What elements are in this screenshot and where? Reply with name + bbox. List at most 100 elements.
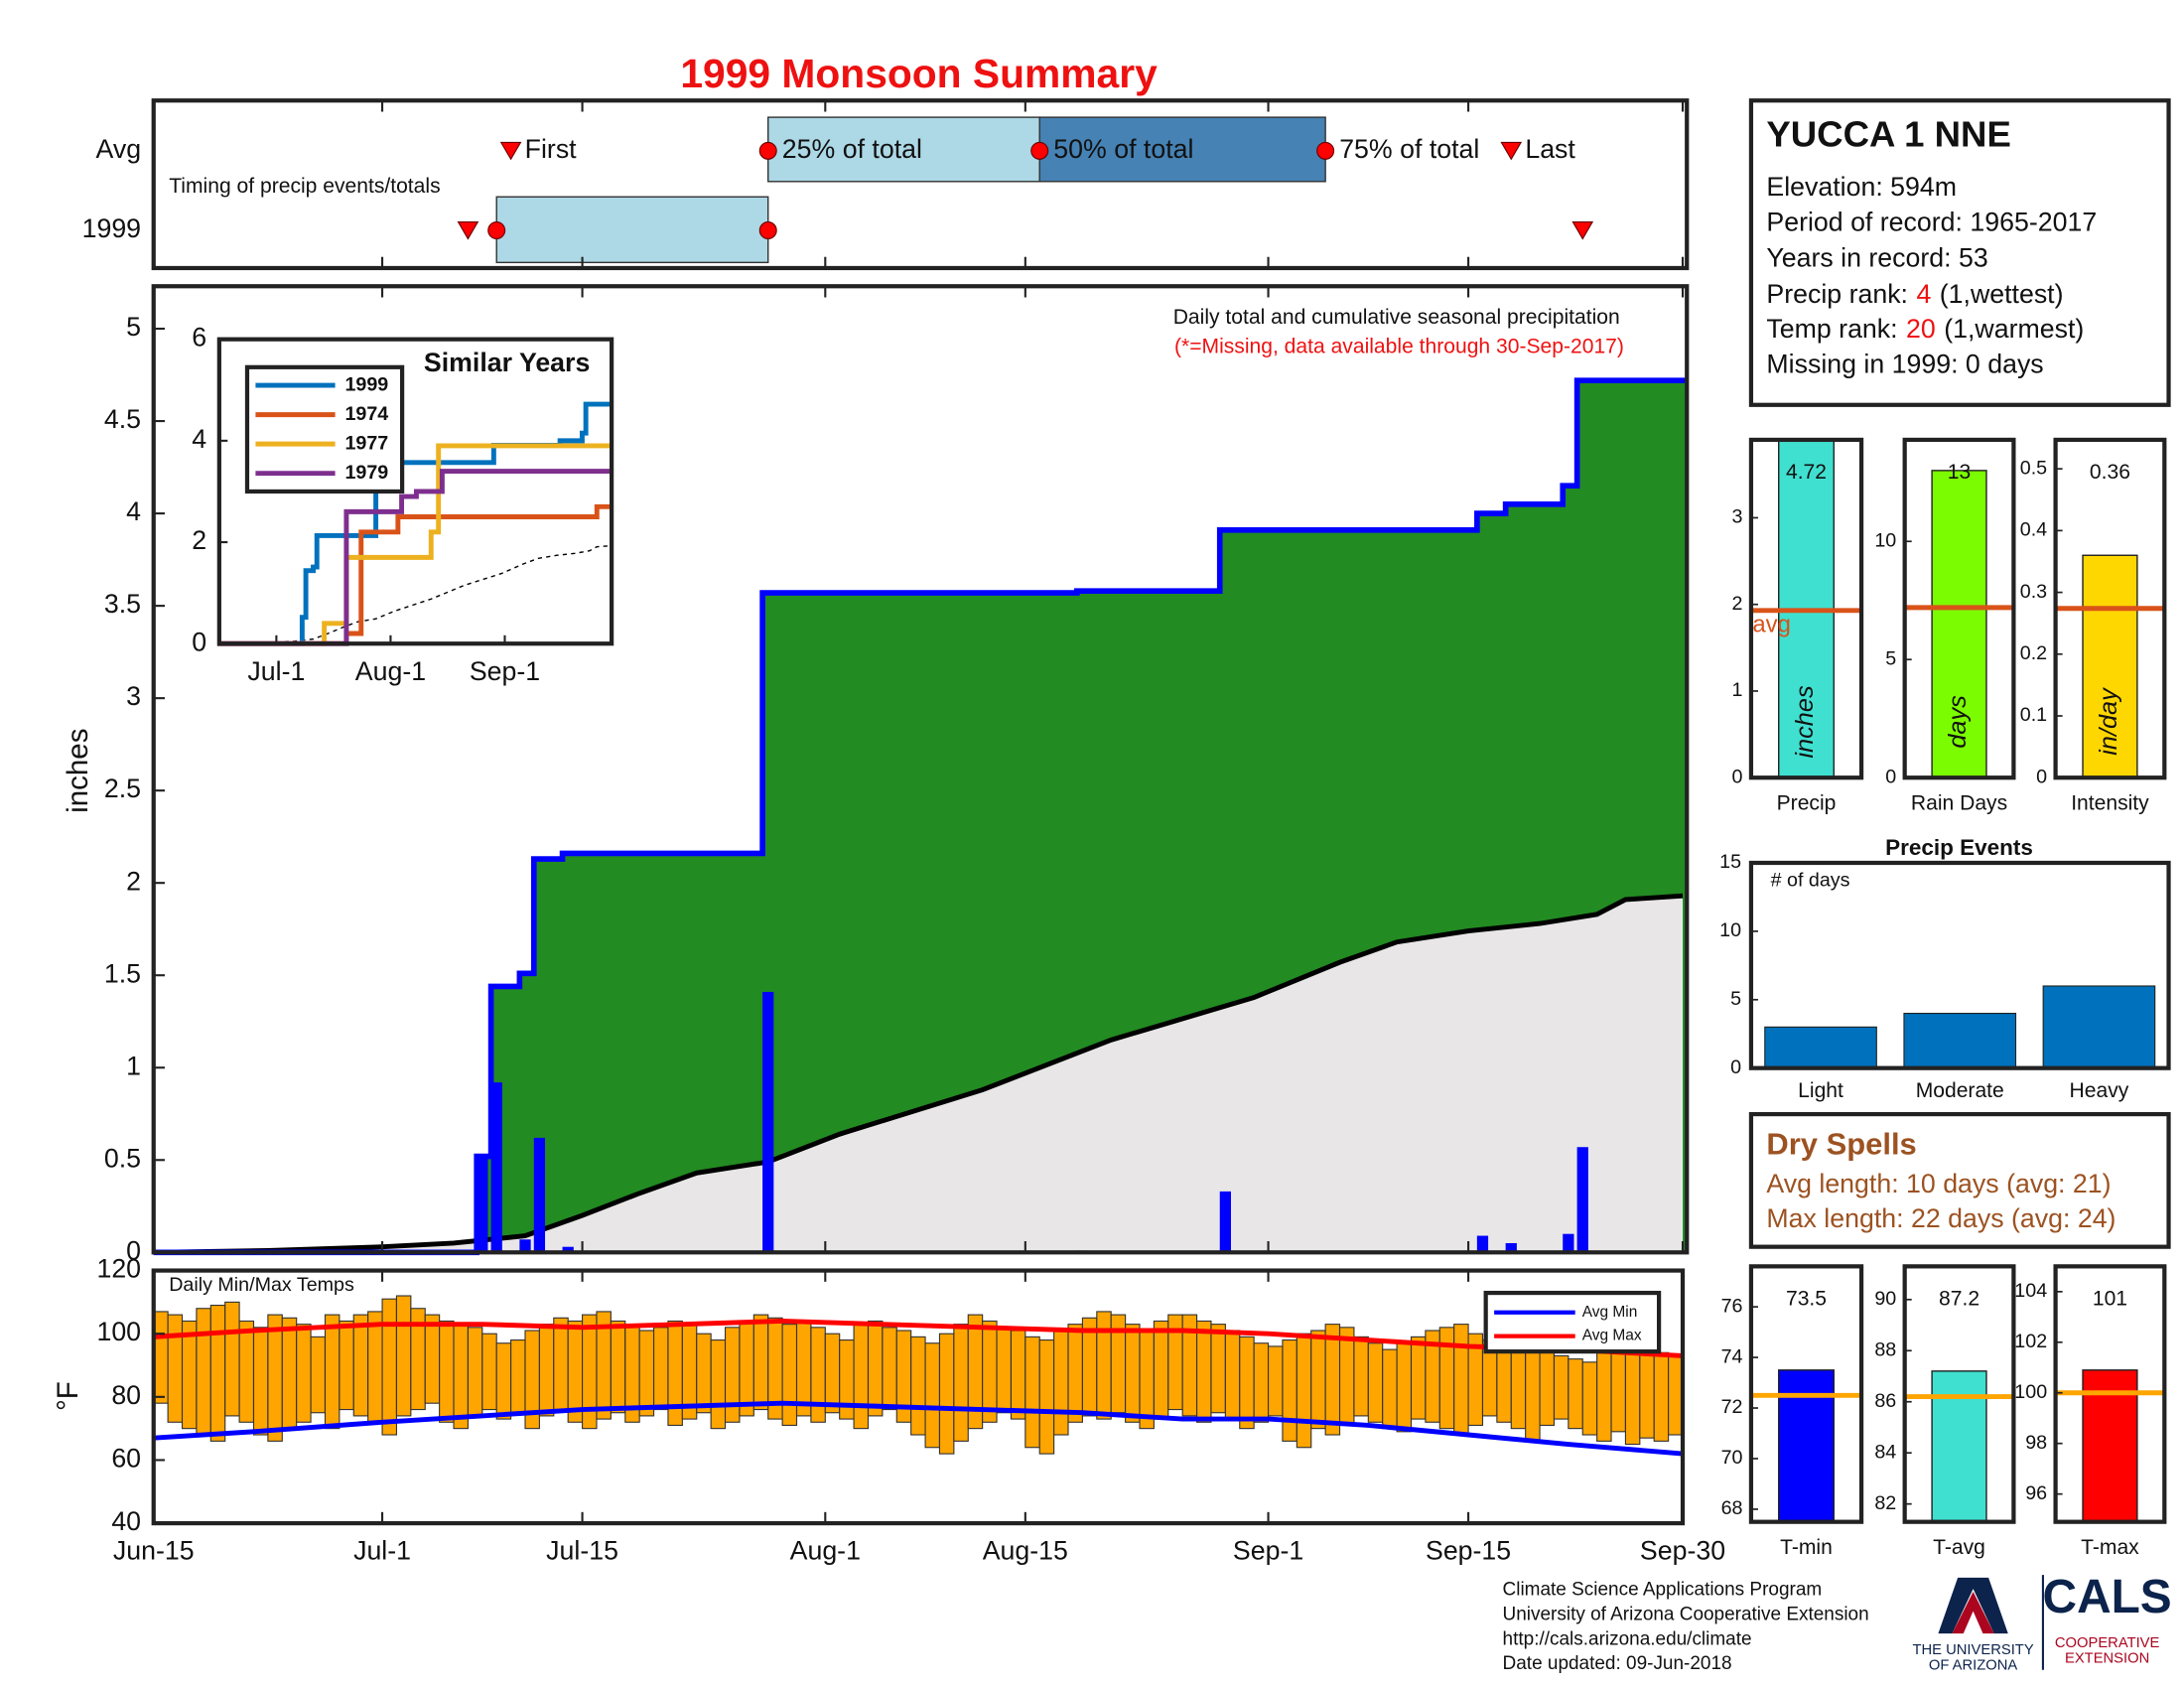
gauge-label: Precip bbox=[1777, 792, 1837, 815]
temp-bar bbox=[1539, 1351, 1556, 1427]
inset-frame bbox=[216, 337, 614, 646]
temp-bar bbox=[824, 1333, 841, 1414]
temp-bar bbox=[1367, 1342, 1384, 1423]
gauge-bar bbox=[1931, 470, 1987, 778]
y-tick-label: 1.5 bbox=[104, 958, 141, 988]
station-name: YUCCA 1 NNE bbox=[1766, 113, 2010, 154]
timing-triangle bbox=[499, 141, 522, 161]
gauge-tick-label: 0.4 bbox=[2020, 519, 2047, 541]
timing-band bbox=[495, 196, 769, 264]
gauge-tick-label: 90 bbox=[1874, 1288, 1896, 1310]
y-tick-label: 60 bbox=[111, 1444, 141, 1474]
temp-bar bbox=[424, 1314, 441, 1404]
temp-bar bbox=[339, 1320, 354, 1411]
temp-bar bbox=[196, 1308, 211, 1436]
row-label: 1999 bbox=[82, 213, 141, 243]
temp-bar bbox=[1239, 1336, 1255, 1430]
panel-title: Daily total and cumulative seasonal prec… bbox=[1173, 306, 1620, 329]
temp-bar bbox=[167, 1314, 184, 1423]
panel-title: Daily Min/Max Temps bbox=[169, 1274, 354, 1296]
temp-bar bbox=[481, 1333, 497, 1411]
temp-bar bbox=[810, 1327, 826, 1423]
temp-bar bbox=[1568, 1358, 1583, 1430]
temp-bar bbox=[453, 1324, 469, 1430]
daily-bar bbox=[562, 1246, 574, 1253]
gauge-tick-label: 84 bbox=[1874, 1441, 1896, 1463]
daily-bar bbox=[519, 1239, 531, 1253]
y-axis-label: inches bbox=[62, 729, 94, 813]
legend-label: Avg Max bbox=[1582, 1328, 1642, 1344]
timing-band bbox=[1038, 116, 1326, 183]
inset-series bbox=[217, 443, 613, 646]
temp-bar bbox=[395, 1295, 412, 1417]
temp-bar bbox=[1310, 1330, 1326, 1430]
inset-x-label: Sep-1 bbox=[470, 656, 540, 686]
temp-legend bbox=[1483, 1290, 1662, 1354]
y-tick-label: 0 bbox=[126, 1235, 141, 1265]
inset-y-label: 0 bbox=[192, 627, 206, 656]
x-tick-label: Jul-1 bbox=[353, 1536, 411, 1566]
gauge-tick-label: 0 bbox=[1885, 766, 1896, 787]
footer-line: http://cals.arizona.edu/climate bbox=[1503, 1628, 1752, 1649]
timing-frame bbox=[151, 98, 1690, 271]
station-rank: Precip rank: 4 (1,wettest) bbox=[1766, 279, 2063, 309]
logo-cals: CALS bbox=[2043, 1571, 2172, 1623]
daily-bar bbox=[490, 1082, 502, 1253]
temp-bar bbox=[238, 1320, 255, 1423]
temp-bar bbox=[996, 1327, 1013, 1414]
temp-bar bbox=[752, 1314, 769, 1411]
gauge-label: Rain Days bbox=[1911, 792, 2007, 815]
temp-bars bbox=[153, 1295, 1684, 1455]
timing-legend: Last bbox=[1525, 134, 1575, 164]
temp-bar bbox=[310, 1336, 327, 1414]
temp-bar bbox=[982, 1320, 998, 1423]
temp-bar bbox=[1353, 1336, 1369, 1417]
temp-bar bbox=[924, 1342, 941, 1449]
inset-y-label: 4 bbox=[192, 424, 206, 454]
gauge-value: 87.2 bbox=[1939, 1288, 1979, 1311]
timing-dot bbox=[758, 141, 777, 160]
gauge-unit: in/day bbox=[2095, 687, 2122, 756]
y-tick-label: 80 bbox=[111, 1380, 141, 1410]
inset-legend bbox=[244, 364, 405, 494]
daily-bar bbox=[1219, 1191, 1231, 1253]
gauge-plot bbox=[1750, 1369, 1862, 1522]
temp-bar bbox=[252, 1327, 269, 1436]
gauge-unit: inches bbox=[1791, 685, 1819, 758]
gauge-tick-label: 5 bbox=[1885, 647, 1896, 669]
gauge-tick-label: 1 bbox=[1732, 679, 1743, 701]
temp-bar bbox=[938, 1333, 955, 1455]
x-tick-label: Sep-1 bbox=[1233, 1536, 1303, 1566]
temp-bar bbox=[1224, 1330, 1241, 1420]
ua-logo bbox=[1938, 1575, 2044, 1670]
y-tick-label: 100 bbox=[96, 1317, 141, 1346]
legend-label: 1974 bbox=[344, 403, 388, 425]
temp-bar bbox=[153, 1311, 169, 1404]
y-tick-label: 2 bbox=[126, 866, 141, 896]
logo-a bbox=[1938, 1577, 2008, 1634]
station-frame bbox=[1748, 98, 2171, 407]
station-line: Years in record: 53 bbox=[1766, 243, 1987, 273]
temp-bar bbox=[724, 1327, 741, 1423]
temp-bar bbox=[781, 1324, 798, 1427]
footer-line: Climate Science Applications Program bbox=[1503, 1580, 1823, 1601]
temp-bar bbox=[495, 1342, 512, 1420]
timing-dot bbox=[758, 221, 777, 240]
gauge-plot bbox=[1750, 439, 1862, 778]
gauge-tick-label: 0.2 bbox=[2020, 642, 2047, 664]
timing-triangle bbox=[1500, 141, 1523, 161]
row-label: Avg bbox=[96, 134, 142, 164]
gauge-plot bbox=[1904, 1370, 2014, 1522]
gauge-tick-label: 72 bbox=[1721, 1396, 1743, 1418]
temp-bar bbox=[696, 1333, 712, 1414]
temp-bar bbox=[910, 1336, 926, 1436]
y-tick-label: 10 bbox=[1719, 919, 1741, 941]
temp-bar bbox=[953, 1324, 969, 1442]
temp-bar bbox=[1410, 1336, 1427, 1420]
temp-bar bbox=[667, 1320, 683, 1427]
x-tick-label: Light bbox=[1798, 1079, 1843, 1102]
gauge-tick-label: 0 bbox=[1732, 766, 1743, 787]
temp-bar bbox=[1610, 1342, 1626, 1433]
temp-bar bbox=[1210, 1324, 1226, 1414]
gauge-tick-label: 70 bbox=[1721, 1447, 1743, 1469]
